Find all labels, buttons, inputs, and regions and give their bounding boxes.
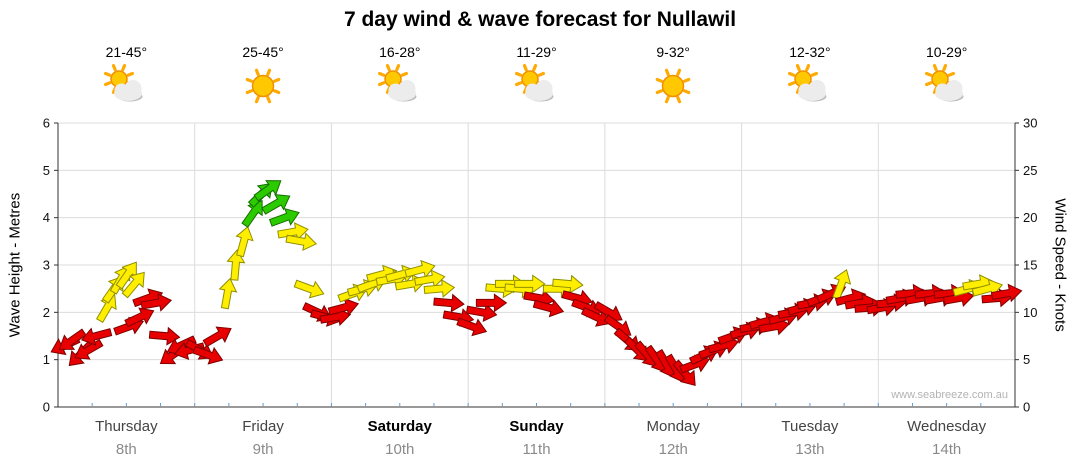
day-temp-range: 21-45° — [105, 44, 148, 60]
day-label: Friday — [242, 418, 284, 435]
left-axis-tick: 0 — [43, 400, 50, 415]
wind-arrow — [285, 232, 318, 252]
wind-arrow — [433, 293, 465, 313]
wind-arrow — [235, 225, 254, 258]
sun-cloud-icon — [374, 64, 426, 110]
wind-arrow — [413, 269, 446, 289]
sun-cloud-icon — [921, 64, 973, 110]
left-axis-tick: 6 — [43, 116, 50, 131]
wind-arrow — [58, 328, 87, 350]
wind-arrow — [475, 293, 508, 313]
right-axis-tick: 20 — [1023, 210, 1037, 225]
wind-arrow — [140, 293, 173, 312]
right-axis-tick: 25 — [1023, 163, 1037, 178]
axes: 0 1 2 3 4 5 6 0 5 10 15 20 25 30 — [43, 116, 1038, 415]
wind-arrow — [423, 279, 456, 298]
right-axis-tick: 30 — [1023, 116, 1037, 131]
date-label: 10th — [385, 441, 415, 458]
right-axis-tick: 15 — [1023, 258, 1037, 273]
wind-arrow — [80, 327, 113, 346]
chart-title: 7 day wind & wave forecast for Nullawil — [343, 8, 737, 31]
wind-arrow — [268, 207, 300, 227]
wind-arrow — [990, 283, 1023, 303]
left-axis-tick: 1 — [43, 352, 50, 367]
wind-arrow — [832, 268, 852, 300]
wind-arrow — [95, 293, 117, 324]
wind-arrow — [261, 194, 291, 215]
gridlines — [58, 122, 1015, 407]
day-label: Saturday — [367, 418, 432, 435]
left-axis-tick: 4 — [43, 210, 50, 225]
day-temp-range: 10-29° — [925, 44, 968, 60]
sun-icon — [647, 64, 699, 110]
wind-arrow — [532, 299, 565, 318]
date-label: 14th — [932, 441, 962, 458]
wind-arrow — [115, 261, 137, 290]
sun-icon — [237, 64, 289, 110]
date-label: 9th — [252, 441, 274, 458]
day-temp-range: 9-32° — [656, 44, 691, 60]
day-label: Tuesday — [781, 418, 839, 435]
minor-time-ticks — [91, 403, 982, 406]
day-temp-range: 16-28° — [379, 44, 421, 60]
wind-arrow — [218, 277, 238, 310]
wind-arrow — [192, 345, 224, 365]
right-axis-tick: 10 — [1023, 305, 1037, 320]
day-temp-range: 25-45° — [242, 44, 284, 60]
day-label: Thursday — [95, 418, 158, 435]
wind-arrow — [456, 317, 488, 337]
wind-arrow — [514, 274, 546, 294]
wind-arrow — [672, 359, 696, 387]
watermark-text: www.seabreeze.com.au — [891, 389, 1008, 401]
day-label: Monday — [646, 418, 700, 435]
wind-arrow — [404, 259, 436, 279]
wind-arrow — [253, 180, 282, 202]
date-label: 13th — [795, 441, 825, 458]
date-label: 8th — [115, 441, 137, 458]
left-axis-tick: 5 — [43, 163, 50, 178]
sun-cloud-icon — [100, 64, 152, 110]
day-temp-range: 11-29° — [516, 44, 557, 60]
wind-arrow — [202, 326, 232, 348]
right-axis-tick: 0 — [1023, 400, 1030, 415]
wind-arrow — [293, 279, 325, 299]
day-temp-range: 12-32° — [789, 44, 831, 60]
wind-arrows — [50, 180, 1023, 387]
wind-arrow — [121, 271, 145, 299]
left-axis-tick: 2 — [43, 305, 50, 320]
wind-arrow — [465, 303, 498, 323]
wind-arrow — [277, 222, 309, 241]
sun-cloud-icon — [784, 64, 836, 110]
wind-arrow — [327, 297, 360, 317]
left-axis-tick: 3 — [43, 258, 50, 273]
date-label: 11th — [522, 441, 551, 458]
day-label: Wednesday — [907, 418, 987, 435]
day-label: Sunday — [509, 418, 564, 435]
right-axis-tick: 5 — [1023, 352, 1030, 367]
wind-arrow — [124, 307, 155, 328]
date-label: 12th — [658, 441, 688, 458]
sun-cloud-icon — [511, 64, 563, 110]
wind-arrow — [552, 274, 584, 294]
